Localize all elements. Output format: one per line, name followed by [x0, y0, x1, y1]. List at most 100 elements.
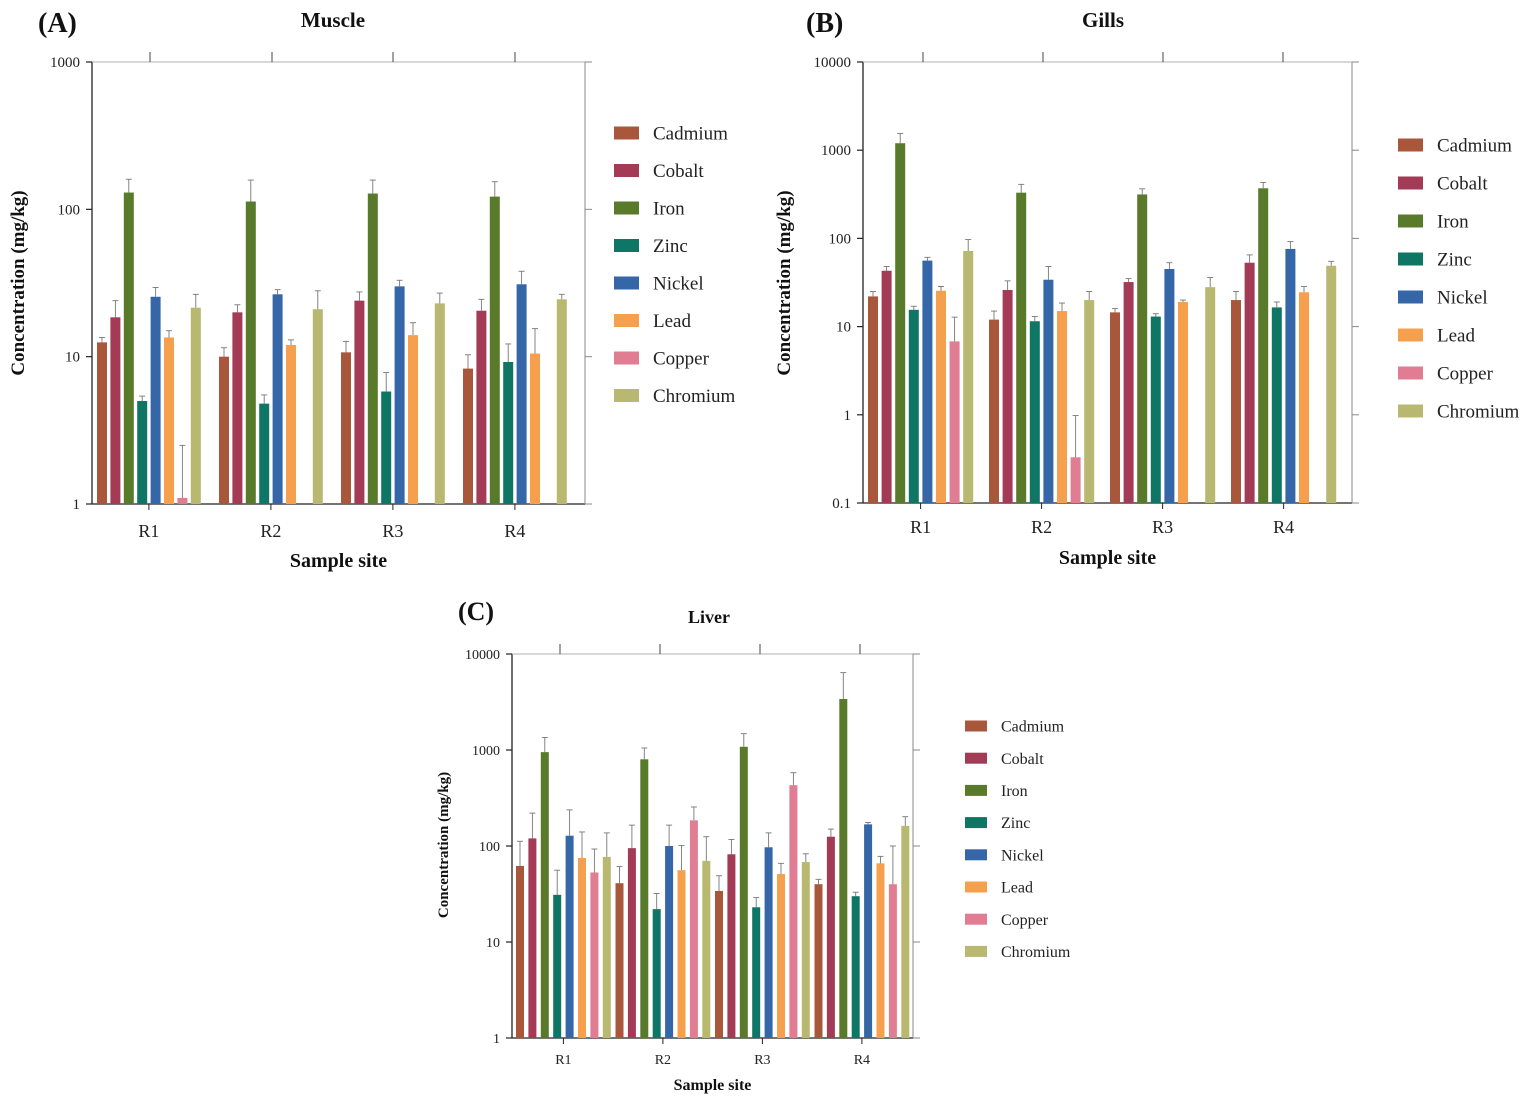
bar-nickel-r3 — [764, 847, 773, 1038]
chart-title: Liver — [688, 607, 730, 627]
bar-chromium-r1 — [602, 856, 611, 1038]
bar-zinc-r4 — [1271, 307, 1282, 503]
bar-cadmium-r2 — [615, 883, 624, 1038]
legend-swatch-lead — [614, 314, 639, 327]
bar-cadmium-r2 — [219, 356, 229, 504]
legend-label-chromium: Chromium — [653, 386, 736, 407]
bar-lead-r1 — [164, 337, 174, 504]
bar-copper-r2 — [689, 820, 698, 1038]
bar-nickel-r4 — [864, 824, 873, 1038]
legend-label-iron: Iron — [1437, 212, 1469, 233]
x-tick-label: R2 — [1031, 517, 1052, 537]
bar-lead-r3 — [777, 874, 785, 1038]
legend-label-zinc: Zinc — [1437, 250, 1472, 271]
legend-label-chromium: Chromium — [1001, 944, 1071, 961]
bar-nickel-r2 — [665, 846, 674, 1038]
bar-nickel-r4 — [1285, 248, 1296, 503]
bar-cobalt-r1 — [881, 270, 892, 503]
bar-lead-r4 — [530, 353, 540, 504]
y-tick-label: 0.1 — [832, 496, 851, 512]
bar-iron-r2 — [245, 201, 256, 504]
bar-cobalt-r4 — [826, 836, 835, 1038]
y-tick-label: 1 — [844, 408, 852, 424]
legend-swatch-iron — [1398, 214, 1423, 228]
legend-swatch-nickel — [965, 849, 987, 861]
legend-swatch-chromium — [614, 389, 639, 402]
y-tick-label: 10 — [486, 936, 500, 951]
legend: Cadmium Cobalt Iron Zinc Nickel Lead Copper Chr… — [614, 124, 736, 407]
bar-cadmium-r3 — [1110, 312, 1120, 503]
legend-label-cadmium: Cadmium — [653, 124, 728, 145]
bar-chromium-r1 — [963, 250, 974, 503]
y-tick-label: 10000 — [814, 55, 852, 71]
legend-swatch-zinc — [965, 817, 987, 829]
bar-copper-r1 — [949, 341, 960, 503]
bar-iron-r2 — [1016, 192, 1027, 504]
bar-cadmium-r4 — [1231, 300, 1241, 503]
bar-lead-r2 — [677, 870, 686, 1038]
bar-nickel-r2 — [1043, 279, 1054, 503]
bar-zinc-r2 — [652, 909, 661, 1038]
y-tick-label: 10 — [836, 320, 851, 336]
bar-iron-r4 — [1258, 188, 1269, 503]
bar-cobalt-r2 — [627, 848, 636, 1038]
y-tick-label: 1000 — [821, 143, 851, 159]
bar-nickel-r1 — [565, 835, 574, 1038]
bar-lead-r3 — [1178, 302, 1188, 503]
y-tick-label: 10000 — [465, 648, 500, 663]
bar-chromium-r4 — [556, 299, 567, 504]
panel-liver: 1 10 100 1000 10000 R1 R2 R3 R4 (C) Liver Sample si… — [436, 597, 1071, 1094]
bar-zinc-r3 — [1150, 316, 1161, 503]
x-tick-label: R4 — [1273, 517, 1294, 537]
bar-cadmium-r3 — [341, 352, 351, 504]
legend-swatch-zinc — [614, 239, 639, 252]
legend-label-cadmium: Cadmium — [1437, 136, 1512, 157]
bar-cadmium-r3 — [715, 890, 723, 1038]
legend-swatch-iron — [614, 201, 639, 215]
y-tick-label: 100 — [479, 840, 500, 855]
y-axis-title: Concentration (mg/kg) — [774, 190, 795, 375]
bar-zinc-r4 — [503, 362, 514, 504]
bar-nickel-r1 — [922, 260, 933, 503]
panel-gills: 0.1 1 10 100 1000 10000 R1 R2 R3 R4 (B) Gills Sample… — [774, 8, 1520, 569]
legend-label-cobalt: Cobalt — [1437, 174, 1488, 195]
bar-zinc-r1 — [137, 401, 148, 504]
legend-label-cadmium: Cadmium — [1001, 719, 1065, 736]
legend-label-nickel: Nickel — [1001, 847, 1044, 864]
x-tick-label: R2 — [655, 1053, 671, 1068]
x-tick-label: R4 — [504, 521, 525, 541]
legend-label-copper: Copper — [1437, 364, 1494, 385]
legend: Cadmium Cobalt Iron Zinc Nickel Lead Copper Chr… — [965, 719, 1071, 961]
bar-cobalt-r4 — [476, 310, 487, 504]
bar-cobalt-r1 — [528, 838, 537, 1038]
x-tick-label: R3 — [754, 1053, 770, 1068]
y-axis-title: Concentration (mg/kg) — [8, 190, 29, 375]
bar-nickel-r1 — [150, 296, 161, 504]
x-tick-label: R1 — [555, 1053, 571, 1068]
x-tick-label: R3 — [382, 521, 403, 541]
bar-cobalt-r1 — [110, 317, 121, 504]
bar-chromium-r3 — [801, 862, 810, 1038]
bar-chromium-r4 — [901, 825, 910, 1038]
bar-cadmium-r1 — [97, 342, 107, 504]
legend-swatch-cobalt — [614, 164, 639, 177]
y-axis-title: Concentration (mg/kg) — [436, 772, 452, 918]
bar-cadmium-r2 — [989, 319, 999, 503]
legend-swatch-cadmium — [1398, 138, 1423, 152]
legend-label-iron: Iron — [1001, 783, 1028, 800]
x-axis-title: Sample site — [290, 550, 387, 572]
bar-chromium-r2 — [1084, 300, 1095, 503]
bar-zinc-r2 — [259, 403, 270, 504]
panel-muscle: 1 10 100 1000 R1 R2 R3 R4 (A) Muscle Sample site Co… — [8, 8, 736, 572]
y-tick-label: 1000 — [472, 744, 500, 759]
legend-label-lead: Lead — [653, 311, 691, 332]
bar-iron-r1 — [895, 143, 906, 503]
bar-iron-r3 — [367, 193, 378, 505]
chart-title: Gills — [1082, 8, 1124, 32]
bar-copper-r2 — [1070, 457, 1081, 503]
bar-lead-r1 — [578, 857, 586, 1038]
bar-chromium-r3 — [1205, 287, 1216, 503]
bar-nickel-r3 — [1164, 268, 1175, 503]
x-tick-label: R4 — [854, 1053, 870, 1068]
legend-swatch-cobalt — [965, 752, 987, 764]
